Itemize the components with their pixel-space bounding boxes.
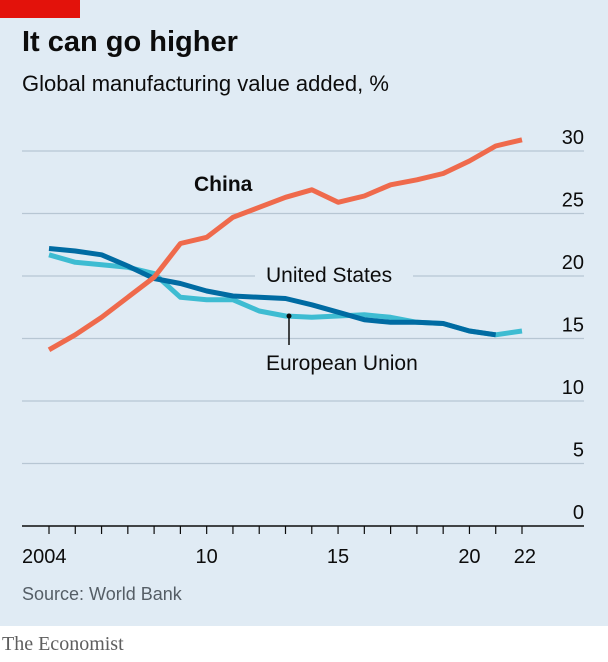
series-labels: China United States European Union — [194, 173, 418, 375]
y-tick-label-0: 0 — [573, 502, 584, 524]
x-axis: 2004 10 15 20 22 — [22, 525, 584, 568]
y-tick-label-5: 5 — [573, 440, 584, 462]
y-axis-tick-labels: 0 5 10 15 20 25 30 — [562, 127, 584, 524]
x-tick-label-2004: 2004 — [22, 546, 67, 568]
series-line-european-union — [48, 246, 497, 338]
y-tick-label-10: 10 — [562, 377, 584, 399]
label-european-union: European Union — [266, 352, 418, 375]
label-china: China — [194, 173, 253, 196]
y-tick-label-25: 25 — [562, 190, 584, 212]
x-tick-label-15: 15 — [327, 546, 349, 568]
series-lines — [47, 137, 523, 352]
label-united-states: United States — [266, 264, 392, 287]
label-united-states-backdrop — [255, 257, 413, 291]
brand-accent-tag — [0, 0, 80, 18]
y-tick-label-15: 15 — [562, 315, 584, 337]
publisher-logo: The Economist — [2, 633, 124, 655]
chart-subtitle: Global manufacturing value added, % — [22, 71, 389, 96]
x-tick-label-22: 22 — [514, 546, 536, 568]
series-line-china — [47, 137, 523, 352]
line-chart: 2004 10 15 20 22 0 5 10 15 20 25 30 China United S… — [22, 127, 584, 568]
chart-title: It can go higher — [22, 26, 238, 58]
y-tick-label-30: 30 — [562, 127, 584, 149]
label-european-union-dot — [286, 313, 292, 319]
x-tick-label-10: 10 — [196, 546, 218, 568]
y-tick-label-20: 20 — [562, 252, 584, 274]
source-note: Source: World Bank — [22, 584, 182, 604]
chart-card: It can go higher Global manufacturing va… — [0, 0, 608, 626]
x-tick-label-20: 20 — [458, 546, 480, 568]
gridlines — [22, 150, 584, 465]
